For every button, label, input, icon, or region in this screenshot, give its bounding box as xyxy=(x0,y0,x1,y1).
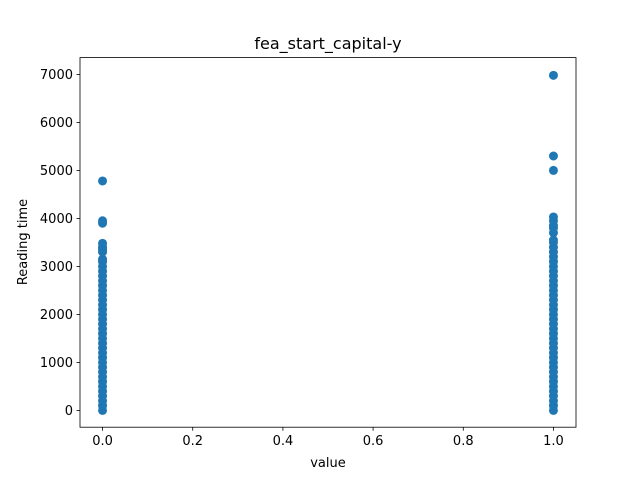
plot-frame xyxy=(79,57,577,428)
chart-title: fea_start_capital-y xyxy=(254,34,401,54)
y-tick-label: 5000 xyxy=(40,164,73,179)
y-tick-label: 3000 xyxy=(40,260,73,275)
y-tick-label: 0 xyxy=(65,404,73,419)
x-tick-label: 0.4 xyxy=(273,434,294,449)
scatter-point xyxy=(98,216,108,226)
x-tick-label: 0.2 xyxy=(182,434,203,449)
y-tick-label: 7000 xyxy=(40,68,73,83)
scatter-point xyxy=(98,238,108,248)
scatter-point xyxy=(548,235,558,245)
y-tick-label: 1000 xyxy=(40,356,73,371)
x-tick-label: 1.0 xyxy=(543,434,564,449)
scatter-point xyxy=(98,254,108,264)
scatter-point xyxy=(548,212,558,222)
x-tick-label: 0.0 xyxy=(92,434,113,449)
x-tick-label: 0.6 xyxy=(363,434,384,449)
x-axis-label: value xyxy=(310,456,346,471)
y-axis-label: Reading time xyxy=(16,199,31,285)
scatter-point xyxy=(548,165,558,175)
y-tick-label: 2000 xyxy=(40,308,73,323)
scatter-point xyxy=(548,70,558,80)
scatter-point xyxy=(548,151,558,161)
y-tick-label: 6000 xyxy=(40,116,73,131)
y-tick-label: 4000 xyxy=(40,212,73,227)
x-tick-label: 0.8 xyxy=(453,434,474,449)
scatter-point xyxy=(98,176,108,186)
